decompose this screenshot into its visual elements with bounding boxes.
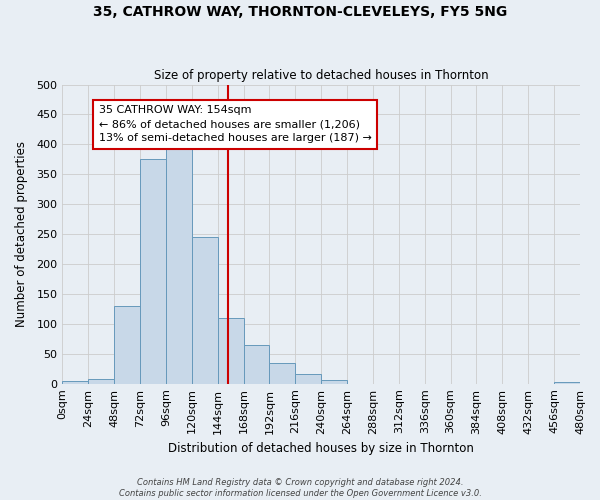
Bar xyxy=(244,345,269,384)
Bar xyxy=(218,318,244,384)
Y-axis label: Number of detached properties: Number of detached properties xyxy=(15,141,28,327)
Text: 35, CATHROW WAY, THORNTON-CLEVELEYS, FY5 5NG: 35, CATHROW WAY, THORNTON-CLEVELEYS, FY5… xyxy=(93,5,507,19)
Bar xyxy=(554,382,580,384)
Bar xyxy=(166,136,192,384)
Text: Contains HM Land Registry data © Crown copyright and database right 2024.
Contai: Contains HM Land Registry data © Crown c… xyxy=(119,478,481,498)
Bar xyxy=(140,160,166,384)
X-axis label: Distribution of detached houses by size in Thornton: Distribution of detached houses by size … xyxy=(168,442,474,455)
Bar xyxy=(114,306,140,384)
Bar xyxy=(269,362,295,384)
Bar xyxy=(295,374,321,384)
Bar xyxy=(88,379,114,384)
Bar xyxy=(192,237,218,384)
Title: Size of property relative to detached houses in Thornton: Size of property relative to detached ho… xyxy=(154,69,488,82)
Text: 35 CATHROW WAY: 154sqm
← 86% of detached houses are smaller (1,206)
13% of semi-: 35 CATHROW WAY: 154sqm ← 86% of detached… xyxy=(98,106,371,144)
Bar xyxy=(62,380,88,384)
Bar xyxy=(321,380,347,384)
